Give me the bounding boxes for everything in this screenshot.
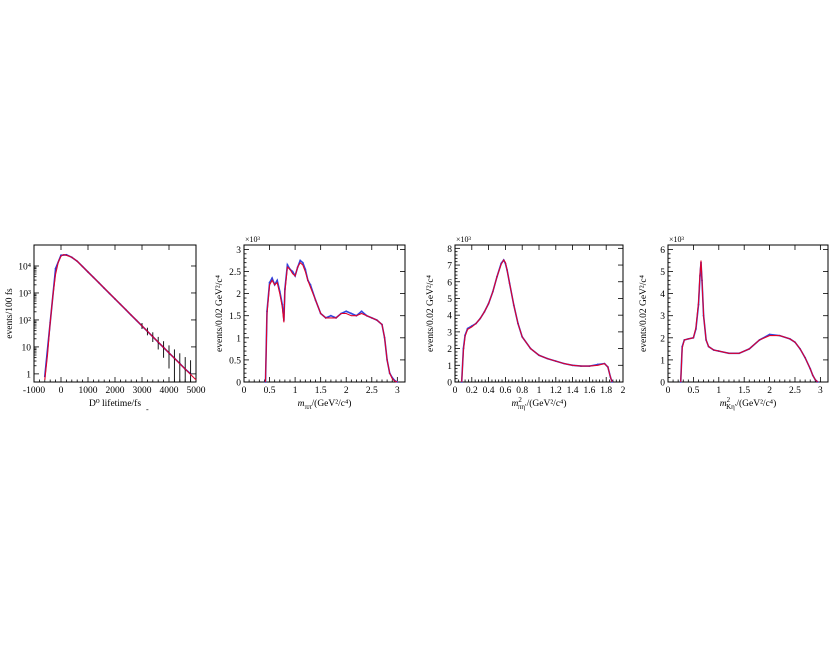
x-tick-label: 1	[716, 386, 721, 396]
mpieta-panel: 0 0.2 0.4 0.6 0.8 1 1.2 1.4 1.6 1.8 2 0 1 2 3 4 5 6 7 8 ×10³…	[426, 235, 626, 411]
y-tick-label: 2.5	[229, 268, 241, 278]
x-tick-label: 0.2	[466, 386, 478, 396]
x-tick-label: 2.5	[789, 386, 801, 396]
y-tick-label: 2	[236, 290, 241, 300]
data-point	[329, 314, 332, 317]
y-tick-label: 1.5	[229, 312, 241, 322]
data-point	[299, 259, 302, 262]
y-tick-label: 4	[447, 312, 452, 322]
x-tick-label: 1000	[79, 386, 98, 396]
y-tick-label: 5	[660, 268, 665, 278]
x-tick-label: 0	[242, 386, 247, 396]
x-tick-label: 2.5	[366, 386, 378, 396]
plot-frame	[33, 244, 197, 383]
data-point	[345, 310, 348, 313]
data-point	[54, 267, 57, 270]
x-tick-label: 1.5	[315, 386, 327, 396]
y-tick-label: 2	[660, 334, 665, 344]
y-tick-label: 0	[447, 379, 452, 389]
x-tick-label: 1.4	[567, 386, 579, 396]
plot-frame	[454, 244, 624, 383]
y-tick-label: 3	[660, 312, 665, 322]
fit-curve	[461, 258, 613, 383]
x-tick-label: 0.5	[687, 386, 699, 396]
data-point	[350, 312, 353, 315]
y-multiplier: ×10³	[669, 235, 685, 244]
x-tick-label: 0.5	[264, 386, 276, 396]
x-tick-label: 3000	[133, 386, 152, 396]
x-tick-label: 0	[59, 386, 64, 396]
x-tick-label: 1.5	[738, 386, 750, 396]
y-axis-label: events/0.02 GeV²/c⁴	[426, 274, 436, 352]
y-tick-label: 5	[447, 295, 452, 305]
y-tick-label: 3	[236, 246, 241, 256]
x-tick-label: 3	[818, 386, 823, 396]
y-tick-label: 1	[236, 334, 241, 344]
y-tick-label: 10⁴	[18, 262, 32, 272]
y-tick-label: 2	[447, 345, 452, 355]
mpipi-panel: 0 0.5 1 1.5 2 2.5 3 0 0.5 1 1.5 2 2.5 3 ×10³ events/0.0…	[215, 235, 406, 411]
x-axis-label: D⁰ lifetime/fs	[89, 398, 141, 409]
x-tick-label: 1	[537, 386, 542, 396]
data-point	[360, 310, 363, 313]
x-tick-label: 1.8	[600, 386, 612, 396]
y-tick-label: 10	[22, 343, 32, 353]
y-tick-label: 6	[660, 246, 665, 256]
y-tick-label: 1	[26, 370, 31, 380]
x-tick-label: 0.8	[516, 386, 528, 396]
y-tick-label: 3	[447, 328, 452, 338]
y-multiplier: ×10³	[245, 235, 261, 244]
x-tick-label: 5000	[187, 386, 206, 396]
y-axis-label: events/0.02 GeV²/c⁴	[639, 274, 649, 352]
x-tick-label: 2	[621, 386, 626, 396]
data-series-line	[460, 258, 613, 383]
y-tick-label: 10²	[19, 316, 32, 326]
y-tick-label: 6	[447, 278, 452, 288]
x-tick-label: 1.6	[583, 386, 595, 396]
x-tick-label: 2	[767, 386, 772, 396]
fit-curve	[44, 254, 197, 381]
data-point	[301, 261, 304, 264]
x-tick-label: 2000	[106, 386, 125, 396]
x-tick-label: 0	[453, 386, 458, 396]
x-tick-label: 4000	[160, 386, 179, 396]
x-tick-label: -1000	[23, 386, 45, 396]
x-tick-label: 1	[293, 386, 298, 396]
y-axis-label: events/100 fs	[4, 288, 15, 339]
data-point	[768, 333, 771, 336]
x-tick-label: 0	[666, 386, 671, 396]
x-tick-label: 3	[395, 386, 400, 396]
plot-frame	[243, 244, 406, 383]
lifetime-panel: -1000 0 1000 2000 3000 4000 5000 1 10 10² 10³ 10⁴ ev…	[4, 244, 206, 409]
y-tick-label: 7	[447, 262, 452, 272]
mketa-panel: 0 0.5 1 1.5 2 2.5 3 0 1 2 3 4 5 6 ×10³ events/0.02 GeV²…	[639, 235, 829, 411]
y-tick-label: 1	[660, 356, 665, 366]
y-tick-label: 0	[236, 379, 241, 389]
x-axis-label: m2 πη′/(GeV²/c⁴)	[511, 396, 566, 411]
fit-curve	[264, 261, 398, 383]
plot-frame	[667, 244, 829, 383]
x-tick-label: 2	[344, 386, 349, 396]
y-tick-label: 10³	[19, 289, 32, 299]
fit-curve	[680, 260, 819, 383]
x-tick-label: 1.2	[550, 386, 562, 396]
data-point	[286, 263, 289, 266]
y-tick-label: 8	[447, 245, 452, 255]
y-tick-label: 0	[660, 379, 665, 389]
x-tick-label: 0.6	[499, 386, 511, 396]
x-axis-label: m2 Kη′/(GeV²/c⁴)	[720, 396, 777, 411]
y-tick-label: 1	[447, 362, 452, 372]
data-point	[276, 279, 279, 282]
y-axis-label: events/0.02 GeV²/c⁴	[215, 274, 225, 352]
stray-mark: -	[146, 405, 149, 414]
x-tick-label: 0.4	[483, 386, 495, 396]
y-tick-label: 0.5	[229, 356, 241, 366]
data-point	[271, 277, 274, 280]
x-axis-label: mππ/(GeV²/c⁴)	[298, 398, 352, 411]
y-multiplier: ×10³	[456, 235, 472, 244]
y-tick-label: 4	[660, 290, 665, 300]
